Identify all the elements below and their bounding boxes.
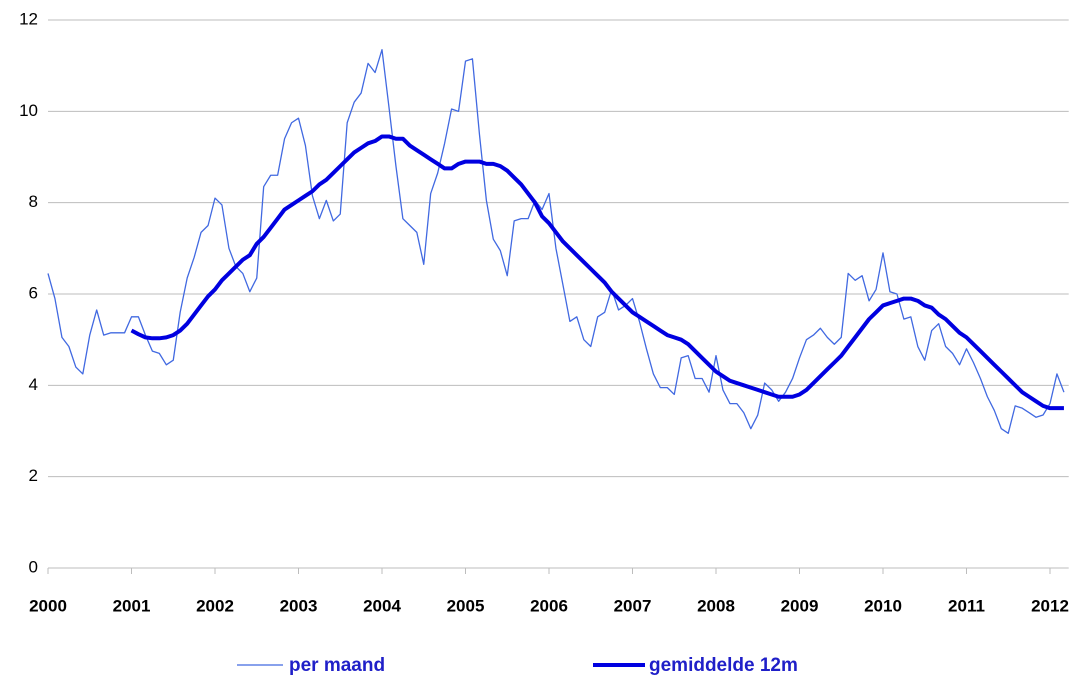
y-tick-label: 6 xyxy=(29,283,38,302)
x-tick-label: 2010 xyxy=(864,596,902,615)
y-tick-label: 0 xyxy=(29,557,38,576)
x-tick-label: 2003 xyxy=(280,596,318,615)
x-tick-label: 2006 xyxy=(530,596,568,615)
y-tick-label: 8 xyxy=(29,192,38,211)
legend-label: gemiddelde 12m xyxy=(649,655,798,676)
x-tick-label: 2005 xyxy=(447,596,485,615)
y-tick-label: 10 xyxy=(19,101,38,120)
x-tick-label: 2008 xyxy=(697,596,735,615)
y-tick-label: 12 xyxy=(19,9,38,28)
x-tick-label: 2004 xyxy=(363,596,401,615)
y-tick-label: 2 xyxy=(29,466,38,485)
x-tick-label: 2007 xyxy=(614,596,652,615)
legend-label: per maand xyxy=(289,655,385,676)
x-tick-label: 2002 xyxy=(196,596,234,615)
series-line xyxy=(47,49,1065,434)
x-tick-label: 2000 xyxy=(29,596,67,615)
x-tick-label: 2009 xyxy=(781,596,819,615)
x-tick-label: 2001 xyxy=(113,596,151,615)
x-tick-label: 2011 xyxy=(948,596,985,615)
x-tick-label: 2012 xyxy=(1031,596,1069,615)
series-line xyxy=(130,134,1064,411)
y-tick-label: 4 xyxy=(29,375,38,394)
